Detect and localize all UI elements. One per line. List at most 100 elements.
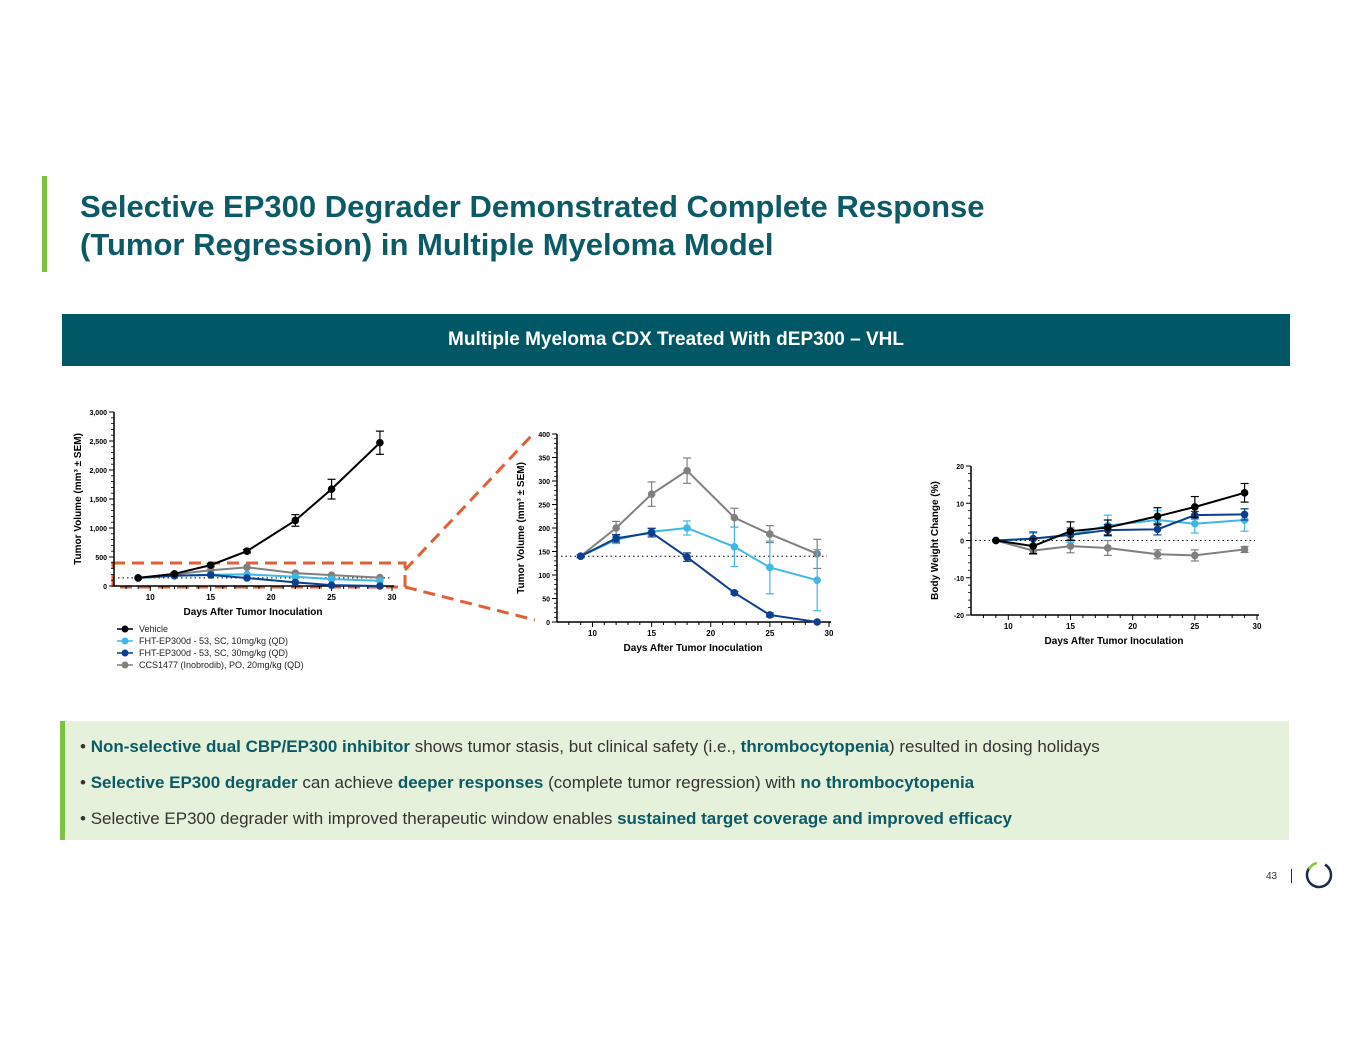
data-point — [1240, 545, 1249, 554]
legend-marker-icon — [117, 625, 133, 633]
data-point — [243, 547, 251, 555]
y-tick-label: 100 — [538, 573, 550, 580]
data-point — [683, 524, 691, 532]
x-tick-label: 30 — [825, 629, 834, 638]
data-point — [683, 553, 691, 561]
series — [576, 527, 822, 626]
data-point — [291, 516, 300, 525]
bullet-text: shows tumor stasis, but clinical safety … — [410, 737, 741, 756]
bullet-bold: no thrombocytopenia — [800, 773, 975, 792]
legend-item-30mg: FHT-EP300d - 53, SC, 30mg/kg (QD) — [117, 647, 304, 659]
series-line — [580, 531, 818, 623]
x-tick-label: 10 — [1004, 622, 1013, 631]
x-tick-label: 25 — [765, 629, 774, 638]
y-tick-label: 350 — [538, 456, 550, 463]
legend-item-vehicle: Vehicle — [117, 623, 304, 635]
legend-label: FHT-EP300d - 53, SC, 30mg/kg (QD) — [139, 648, 289, 658]
legend-marker-icon — [117, 661, 133, 669]
data-point — [813, 576, 821, 584]
chart-3: 10 15 20 25 30 -20 -10 0 10 20 Days After Tumor In… — [930, 464, 1262, 647]
x-axis-label: Days After Tumor Inoculation — [184, 607, 323, 618]
y-tick-label: 10 — [956, 501, 964, 508]
section-banner: Multiple Myeloma CDX Treated With dEP300… — [62, 314, 1290, 366]
bullet-bold: deeper responses — [397, 773, 544, 792]
y-axis-label: Tumor Volume (mm³ ± SEM) — [516, 462, 527, 594]
bullet-bold: Non-selective dual CBP/EP300 inhibitor — [90, 737, 410, 756]
bullet-bold: sustained target coverage and improved e… — [617, 809, 1012, 828]
data-point — [134, 574, 142, 582]
data-point — [730, 543, 739, 551]
data-point — [647, 490, 656, 498]
data-point — [1029, 542, 1037, 550]
chart-legend: Vehicle FHT-EP300d - 53, SC, 10mg/kg (QD… — [117, 623, 304, 671]
x-axis-label: Days After Tumor Inoculation — [1045, 636, 1184, 647]
y-tick-label: 0 — [546, 620, 550, 627]
x-tick-label: 30 — [1253, 622, 1262, 631]
data-point — [376, 576, 384, 585]
data-point — [243, 574, 251, 582]
bullet-text: can achieve — [297, 773, 398, 792]
x-tick-label: 20 — [706, 629, 715, 638]
y-tick-label: 1,000 — [89, 526, 107, 533]
y-tick-label: 20 — [956, 464, 964, 471]
data-point — [376, 582, 384, 590]
y-tick-label: 150 — [538, 550, 550, 557]
y-tick-label: 0 — [103, 584, 107, 591]
page-number: 43 — [1266, 871, 1278, 882]
bullet-text: Selective EP300 degrader with improved t… — [90, 809, 618, 828]
series — [992, 508, 1249, 546]
data-point — [612, 534, 620, 543]
data-point — [291, 578, 300, 587]
data-point — [206, 561, 215, 569]
data-point — [647, 528, 656, 537]
data-point — [612, 524, 620, 532]
y-axis-label: Body Weight Change (%) — [930, 481, 941, 600]
series — [134, 430, 384, 582]
data-point — [730, 589, 739, 597]
legend-marker-icon — [117, 637, 133, 645]
y-tick-label: 2,000 — [89, 468, 107, 475]
data-point — [1240, 510, 1249, 519]
y-tick-label: -10 — [954, 576, 964, 583]
y-tick-label: 200 — [538, 526, 550, 533]
x-tick-label: 30 — [388, 593, 397, 602]
data-point — [576, 552, 585, 560]
data-point — [170, 570, 179, 578]
y-tick-label: 0 — [960, 539, 964, 546]
legend-item-10mg: FHT-EP300d - 53, SC, 10mg/kg (QD) — [117, 635, 304, 647]
bullet-text: ) resulted in dosing holidays — [888, 737, 1100, 756]
data-point — [1191, 503, 1199, 511]
title-accent-bar — [42, 176, 47, 272]
x-tick-label: 15 — [1066, 622, 1075, 631]
data-point — [1240, 489, 1249, 497]
series — [992, 482, 1249, 555]
y-axis-label: Tumor Volume (mm³ ± SEM) — [73, 433, 84, 565]
company-logo-icon — [1305, 861, 1333, 889]
legend-marker-icon — [117, 649, 133, 657]
data-point — [291, 572, 300, 581]
data-point — [327, 581, 336, 589]
x-tick-label: 25 — [1190, 622, 1199, 631]
data-point — [813, 618, 821, 626]
legend-label: FHT-EP300d - 53, SC, 10mg/kg (QD) — [139, 636, 289, 646]
data-point — [327, 575, 336, 583]
page-title: Selective EP300 Degrader Demonstrated Co… — [80, 188, 985, 264]
zoom-connector-top — [403, 430, 537, 572]
x-axis-label: Days After Tumor Inoculation — [624, 643, 763, 654]
legend-item-ccs1477: CCS1477 (Inobrodib), PO, 20mg/kg (QD) — [117, 659, 304, 671]
data-point — [1066, 527, 1075, 535]
data-point — [206, 571, 215, 579]
x-tick-label: 20 — [1128, 622, 1137, 631]
y-tick-label: 50 — [542, 597, 550, 604]
bullet-2: • Selective EP300 degrader can achieve d… — [80, 773, 975, 792]
data-point — [730, 513, 739, 522]
y-tick-label: 300 — [538, 479, 550, 486]
legend-label: Vehicle — [139, 624, 169, 634]
data-point — [327, 485, 336, 493]
zoom-connector-bottom — [404, 585, 536, 622]
data-point — [683, 466, 691, 475]
bullet-bold: thrombocytopenia — [740, 737, 889, 756]
x-tick-label: 10 — [588, 629, 597, 638]
